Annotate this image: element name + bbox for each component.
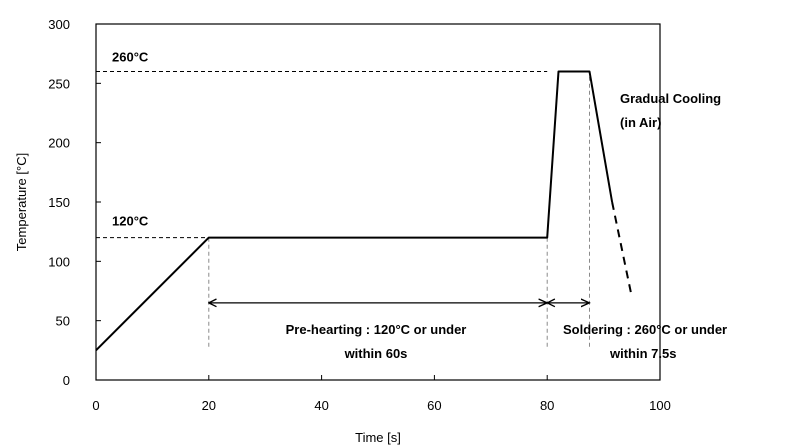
cooling-dashed-line <box>611 201 633 298</box>
x-tick-label-60: 60 <box>427 398 441 413</box>
y-tick-label-200: 200 <box>48 136 70 151</box>
series-group <box>95 70 633 352</box>
y-tick-label-0: 0 <box>63 373 70 388</box>
annotation-in-air: (in Air) <box>620 115 661 130</box>
x-tick-label-20: 20 <box>202 398 216 413</box>
annotation-120c: 120°C <box>112 214 149 229</box>
annotations: 260°C 120°C Gradual Cooling (in Air) Pre… <box>112 49 727 361</box>
annotation-260c: 260°C <box>112 49 149 64</box>
annotation-gradual-cooling: Gradual Cooling <box>620 91 721 106</box>
y-axis-ticks: 0 50 100 150 200 250 300 <box>48 17 101 388</box>
guide-lines <box>96 70 590 347</box>
y-tick-label-100: 100 <box>48 254 70 269</box>
x-axis-title: Time [s] <box>355 430 401 445</box>
y-tick-label-150: 150 <box>48 195 70 210</box>
y-tick-label-300: 300 <box>48 17 70 32</box>
temperature-profile-line <box>95 70 614 352</box>
annotation-soldering-duration: within 7.5s <box>609 346 676 361</box>
x-tick-label-100: 100 <box>649 398 671 413</box>
x-tick-label-40: 40 <box>314 398 328 413</box>
y-tick-label-50: 50 <box>56 314 70 329</box>
y-tick-label-250: 250 <box>48 76 70 91</box>
y-axis-title: Temperature [°C] <box>14 153 29 251</box>
annotation-soldering: Soldering : 260°C or under <box>563 322 727 337</box>
annotation-preheating-duration: within 60s <box>344 346 408 361</box>
annotation-preheating: Pre-hearting : 120°C or under <box>286 322 467 337</box>
x-tick-label-80: 80 <box>540 398 554 413</box>
x-axis-ticks: 0 20 40 60 80 100 <box>92 375 671 413</box>
x-tick-label-0: 0 <box>92 398 99 413</box>
